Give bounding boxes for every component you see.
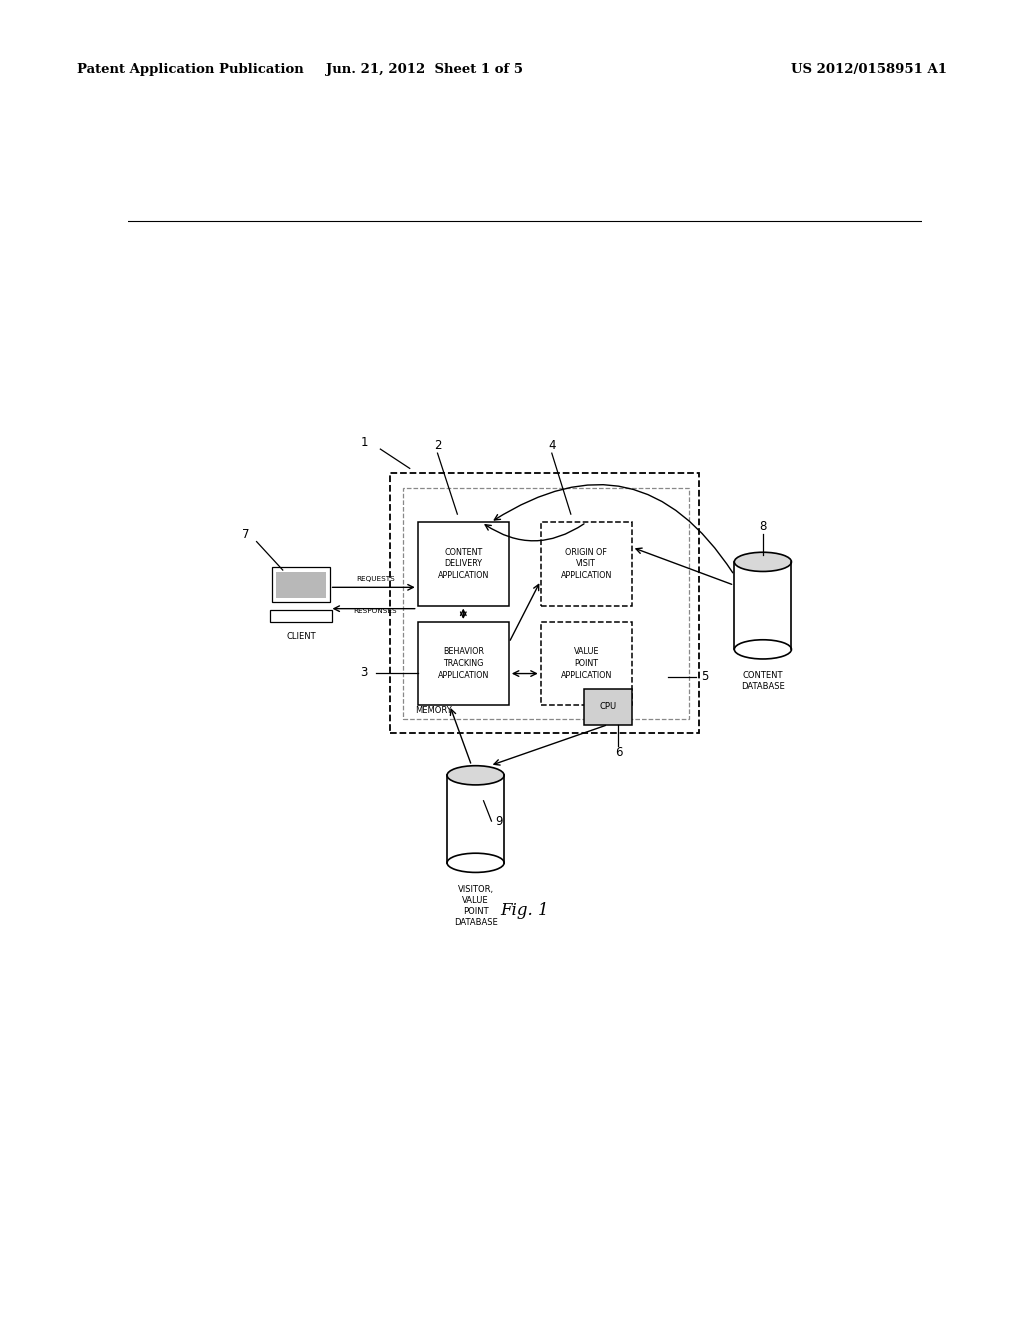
Ellipse shape bbox=[734, 552, 792, 572]
Bar bbox=[272, 568, 330, 602]
Text: 8: 8 bbox=[759, 520, 767, 533]
Bar bbox=[585, 689, 632, 725]
Text: Fig. 1: Fig. 1 bbox=[501, 902, 549, 919]
Bar bbox=[418, 523, 509, 606]
Bar bbox=[447, 775, 504, 863]
Text: VISITOR,
VALUE
POINT
DATABASE: VISITOR, VALUE POINT DATABASE bbox=[454, 884, 498, 927]
Text: 1: 1 bbox=[360, 437, 369, 450]
Text: CONTENT
DATABASE: CONTENT DATABASE bbox=[741, 671, 784, 692]
Text: VALUE
POINT
APPLICATION: VALUE POINT APPLICATION bbox=[560, 647, 612, 680]
Text: BEHAVIOR
TRACKING
APPLICATION: BEHAVIOR TRACKING APPLICATION bbox=[437, 647, 489, 680]
Text: 5: 5 bbox=[701, 671, 709, 684]
Ellipse shape bbox=[734, 640, 792, 659]
Ellipse shape bbox=[447, 853, 504, 873]
Bar bbox=[269, 610, 333, 622]
Text: 7: 7 bbox=[242, 528, 249, 541]
Bar bbox=[390, 474, 699, 733]
Text: Patent Application Publication: Patent Application Publication bbox=[77, 63, 303, 77]
Text: 4: 4 bbox=[548, 438, 556, 451]
Ellipse shape bbox=[447, 766, 504, 785]
Bar bbox=[418, 622, 509, 705]
Text: 3: 3 bbox=[360, 667, 368, 680]
Text: ORIGIN OF
VISIT
APPLICATION: ORIGIN OF VISIT APPLICATION bbox=[560, 548, 612, 581]
Bar bbox=[541, 622, 632, 705]
Bar bbox=[276, 572, 326, 598]
Bar bbox=[541, 523, 632, 606]
Text: 2: 2 bbox=[434, 438, 441, 451]
Text: CLIENT: CLIENT bbox=[286, 632, 315, 642]
Text: Jun. 21, 2012  Sheet 1 of 5: Jun. 21, 2012 Sheet 1 of 5 bbox=[327, 63, 523, 77]
Bar bbox=[403, 487, 689, 719]
Text: 6: 6 bbox=[614, 747, 623, 759]
Text: MEMORY: MEMORY bbox=[416, 706, 452, 715]
Text: RESPONSES: RESPONSES bbox=[353, 607, 397, 614]
Bar bbox=[734, 562, 792, 649]
Text: REQUESTS: REQUESTS bbox=[355, 577, 394, 582]
Text: CONTENT
DELIVERY
APPLICATION: CONTENT DELIVERY APPLICATION bbox=[437, 548, 489, 581]
Text: CPU: CPU bbox=[600, 702, 616, 711]
Text: US 2012/0158951 A1: US 2012/0158951 A1 bbox=[792, 63, 947, 77]
Text: 9: 9 bbox=[496, 814, 503, 828]
